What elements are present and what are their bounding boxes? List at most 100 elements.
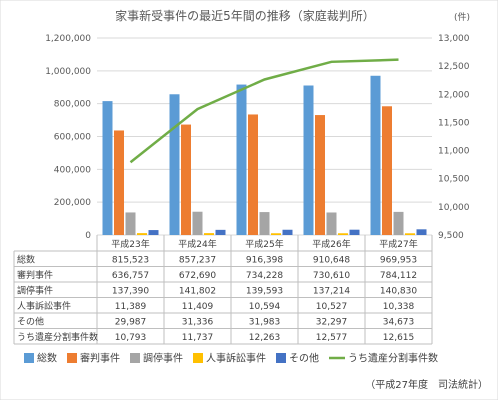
y2-tick-label: 12,500	[438, 62, 470, 72]
table-row-header: その他	[17, 316, 44, 328]
y2-tick-label: 9,500	[438, 231, 464, 241]
bar	[349, 229, 360, 235]
bar	[259, 212, 270, 235]
category-label: 平成26年	[312, 238, 350, 250]
table-cell: 31,983	[249, 318, 281, 328]
bar	[169, 94, 180, 235]
y2-tick-label: 10,500	[438, 175, 470, 185]
table-cell: 139,593	[246, 287, 283, 297]
bar-series	[102, 75, 427, 235]
bar	[148, 230, 159, 235]
legend-swatch	[24, 353, 34, 363]
y-tick-label: 800,000	[54, 100, 91, 110]
bar	[370, 75, 381, 235]
y2-tick-label: 11,000	[438, 147, 470, 157]
table-cell: 11,737	[182, 333, 214, 343]
table-cell: 672,690	[179, 271, 216, 281]
bar	[102, 101, 113, 235]
table-cell: 784,112	[380, 271, 417, 281]
bar	[326, 212, 337, 235]
table-row-header: 調停事件	[17, 285, 53, 297]
table-cell: 916,398	[246, 256, 283, 266]
chart-title: 家事新受事件の最近5年間の推移（家庭裁判所）	[115, 8, 375, 23]
source-note: （平成27年度 司法統計）	[365, 378, 488, 391]
table-cell: 969,953	[380, 256, 417, 266]
y2-tick-label: 12,000	[438, 90, 470, 100]
y-tick-label: 1,200,000	[45, 34, 91, 44]
bar	[114, 130, 124, 235]
table-cell: 12,577	[316, 333, 348, 343]
legend-label: 総数	[37, 352, 57, 365]
table-cell: 10,338	[383, 302, 415, 312]
category-label: 平成25年	[245, 238, 283, 250]
legend-label: うち遺産分割事件数	[348, 352, 438, 365]
table-cell: 734,228	[246, 271, 283, 281]
table-row-header: 総数	[17, 254, 35, 266]
table-cell: 32,297	[316, 318, 348, 328]
bar	[382, 106, 392, 235]
bar	[303, 85, 314, 235]
bar	[405, 233, 415, 235]
y2-unit-label: (件)	[454, 11, 470, 23]
category-label: 平成23年	[111, 238, 149, 250]
bar	[236, 84, 247, 235]
bar	[271, 233, 281, 235]
table-cell: 137,390	[112, 287, 149, 297]
legend-swatch	[276, 353, 286, 363]
table-cell: 12,263	[249, 333, 281, 343]
table-cell: 12,615	[383, 333, 415, 343]
table-cell: 910,648	[313, 256, 350, 266]
bar	[181, 124, 191, 235]
table-cell: 10,793	[115, 333, 147, 343]
table-row-header: 人事訴訟事件	[17, 300, 71, 312]
y2-tick-label: 10,000	[438, 203, 470, 213]
y2-tick-label: 11,500	[438, 118, 470, 128]
bar	[204, 233, 214, 235]
legend-swatch	[193, 353, 203, 363]
y-tick-label: 1,000,000	[45, 67, 91, 77]
table-cell: 730,610	[313, 271, 350, 281]
table-cell: 31,336	[182, 318, 214, 328]
bar	[338, 233, 348, 235]
table-cell: 10,594	[249, 302, 281, 312]
y-axis-right: 9,500 10,000 10,500 11,000 11,500 12,000 12,50…	[438, 34, 470, 241]
legend-label: 人事訴訟事件	[206, 352, 266, 365]
line-path	[129, 58, 399, 164]
table-cell: 29,987	[115, 318, 147, 328]
table-row-header: うち遺産分割事件数	[17, 331, 98, 343]
y-tick-label: 200,000	[54, 198, 91, 208]
table-cell: 636,757	[112, 271, 149, 281]
y2-tick-label: 13,000	[438, 34, 470, 44]
y-tick-label: 400,000	[54, 165, 91, 175]
y-tick-label: 600,000	[54, 133, 91, 143]
table-cell: 857,237	[179, 256, 216, 266]
table-cell: 141,802	[179, 287, 216, 297]
bar	[248, 114, 258, 235]
category-label: 平成27年	[379, 238, 417, 250]
bar	[393, 211, 404, 235]
table-cell: 11,409	[182, 302, 214, 312]
table-cell: 140,830	[380, 287, 417, 297]
table-cell: 10,527	[316, 302, 348, 312]
legend-swatch	[67, 353, 77, 363]
bar	[282, 229, 293, 235]
line-series	[129, 58, 399, 164]
legend: 総数 審判事件 調停事件 人事訴訟事件 その他 うち遺産分割事件数	[24, 352, 438, 365]
legend-swatch	[130, 353, 140, 363]
table-row-header: 審判事件	[17, 269, 53, 281]
table-cell: 815,523	[112, 256, 149, 266]
table-cell: 11,389	[115, 302, 147, 312]
bar	[315, 115, 325, 235]
bar	[125, 212, 136, 235]
y-axis-left: 0 200,000 400,000 600,000 800,000 1,000,000 1,…	[45, 34, 91, 241]
legend-label: その他	[289, 352, 319, 365]
legend-label: 調停事件	[143, 352, 183, 365]
bar	[416, 229, 427, 235]
category-label: 平成24年	[178, 238, 216, 250]
bar	[215, 229, 226, 235]
table-cell: 34,673	[383, 318, 415, 328]
legend-label: 審判事件	[80, 352, 120, 365]
bar	[192, 211, 203, 235]
y-tick-label: 0	[85, 231, 91, 241]
